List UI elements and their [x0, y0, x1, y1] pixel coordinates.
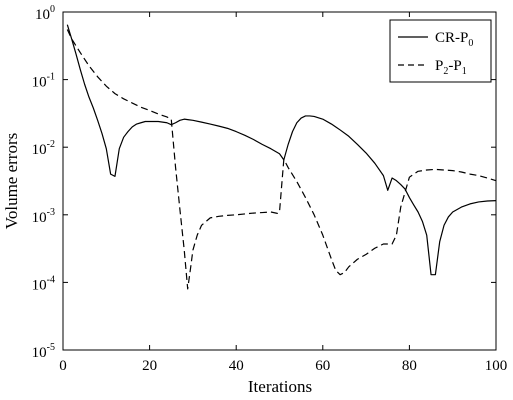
x-tick-label: 20: [142, 358, 157, 374]
y-axis-title: Volume errors: [2, 133, 21, 229]
x-tick-label: 100: [485, 358, 508, 374]
y-tick-label: 10-5: [32, 342, 55, 361]
legend-label-p2-p1: P2-P1: [435, 58, 467, 77]
x-tick-label: 0: [59, 358, 67, 374]
legend-label-cr-p0: CR-P0: [435, 30, 473, 49]
y-tick-label: 10-3: [32, 207, 55, 226]
y-tick-label: 100: [35, 4, 55, 23]
y-tick-label-exponent: 0: [50, 4, 55, 15]
legend-box: [389, 19, 492, 83]
y-tick-label-base: 10: [32, 345, 47, 361]
y-tick-label-base: 10: [32, 210, 47, 226]
legend: CR-P0 P2-P1: [389, 19, 492, 83]
legend-label-p2-p1-main2: -P: [448, 58, 461, 74]
y-tick-label: 10-1: [32, 72, 55, 91]
x-tick-label: 60: [315, 358, 330, 374]
series-layer: [66, 24, 497, 290]
legend-label-p2-p1-sub: 2: [443, 66, 448, 77]
y-tick-label-base: 10: [32, 277, 47, 293]
y-tick-label-base: 10: [32, 142, 47, 158]
y-tick-label-base: 10: [35, 7, 50, 23]
y-tick-label-exponent: -2: [47, 139, 55, 150]
y-tick-label-exponent: -1: [47, 72, 55, 83]
x-tick-label: 80: [402, 358, 417, 374]
y-tick-label-base: 10: [32, 75, 47, 91]
x-axis-title: Iterations: [248, 377, 312, 396]
y-tick-label-exponent: -5: [47, 342, 55, 353]
series-line-cr-p0: [66, 24, 497, 276]
x-tick-label: 40: [229, 358, 244, 374]
y-tick-label: 10-4: [32, 274, 55, 293]
y-tick-label-exponent: -4: [47, 274, 55, 285]
y-tick-label: 10-2: [32, 139, 55, 158]
legend-label-p2-p1-sub2: 1: [462, 66, 467, 77]
legend-label-cr-p0-main: CR-P: [435, 30, 468, 46]
legend-label-p2-p1-main: P: [435, 58, 443, 74]
y-tick-label-exponent: -3: [47, 207, 55, 218]
legend-label-cr-p0-sub: 0: [468, 38, 473, 49]
